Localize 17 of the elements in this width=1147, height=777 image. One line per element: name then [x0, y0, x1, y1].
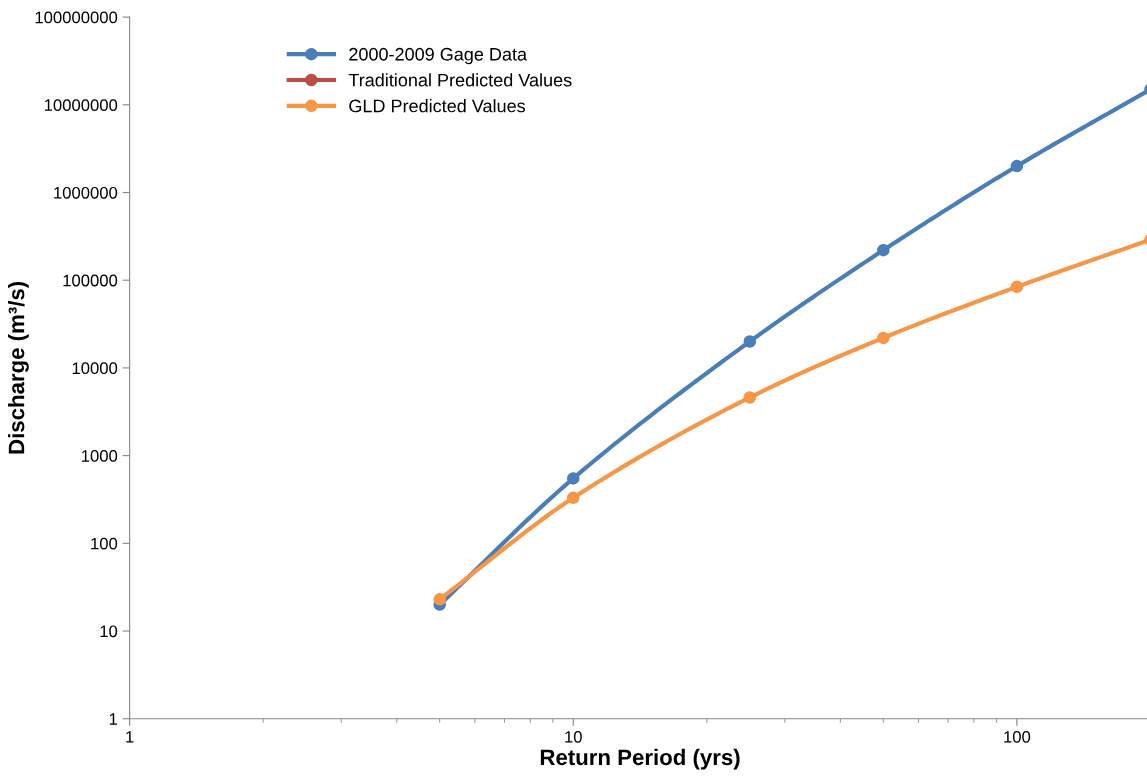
legend-label: Traditional Predicted Values — [348, 73, 572, 87]
y-tick-label: 100000 — [63, 274, 118, 287]
y-tick-label: 10000 — [72, 362, 118, 375]
x-axis-title: Return Period (yrs) — [540, 748, 740, 770]
y-tick-label: 10 — [100, 625, 118, 638]
y-tick-label: 1 — [109, 713, 117, 725]
y-tick-label: 1000 — [82, 450, 118, 462]
y-tick-label: 1000000 — [54, 186, 118, 199]
x-tick-label: 10 — [565, 730, 582, 743]
y-tick-label: 100000000 — [35, 11, 118, 24]
y-tick-label: 100 — [91, 537, 118, 550]
x-tick-label: 1 — [126, 731, 134, 743]
legend-label: 2000-2009 Gage Data — [349, 47, 528, 65]
x-tick-label: 100 — [1004, 730, 1031, 743]
y-tick-label: 10000000 — [44, 99, 118, 111]
y-axis-title: Discharge (m³/s) — [8, 281, 29, 454]
legend-label: GLD Predicted Values — [349, 99, 526, 113]
